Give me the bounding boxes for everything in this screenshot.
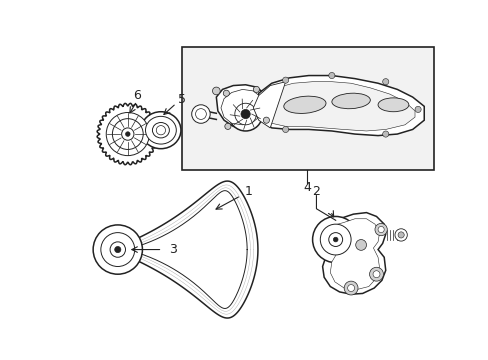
Polygon shape [322, 213, 385, 294]
Ellipse shape [283, 96, 325, 113]
Circle shape [374, 223, 386, 236]
Circle shape [195, 109, 206, 120]
Polygon shape [259, 82, 414, 131]
Circle shape [101, 233, 135, 266]
Circle shape [125, 132, 130, 136]
Bar [182, 47, 433, 170]
Circle shape [377, 226, 384, 233]
Circle shape [106, 112, 149, 156]
Circle shape [372, 271, 379, 278]
Circle shape [320, 224, 350, 255]
Ellipse shape [141, 112, 181, 149]
Polygon shape [221, 89, 264, 125]
Circle shape [328, 233, 342, 247]
Circle shape [212, 87, 220, 95]
Circle shape [191, 105, 210, 123]
Circle shape [93, 225, 142, 274]
Circle shape [344, 281, 357, 295]
Circle shape [333, 237, 337, 242]
Text: 4: 4 [303, 181, 310, 194]
Ellipse shape [152, 122, 169, 138]
Polygon shape [329, 219, 379, 289]
Text: 5: 5 [177, 93, 185, 106]
Circle shape [156, 126, 165, 135]
Circle shape [369, 267, 383, 281]
Circle shape [282, 126, 288, 132]
Circle shape [122, 128, 134, 140]
Circle shape [312, 216, 358, 263]
Circle shape [397, 232, 404, 238]
Text: 1: 1 [244, 185, 252, 198]
Circle shape [347, 285, 354, 292]
Circle shape [228, 97, 262, 131]
Circle shape [234, 103, 256, 125]
Polygon shape [253, 82, 285, 128]
Circle shape [115, 247, 121, 253]
Circle shape [112, 119, 143, 149]
Circle shape [282, 77, 288, 83]
Polygon shape [216, 85, 268, 128]
Circle shape [224, 123, 230, 130]
Ellipse shape [377, 98, 408, 112]
Text: 3: 3 [169, 243, 177, 256]
Circle shape [223, 90, 229, 96]
Circle shape [355, 239, 366, 250]
Text: 6: 6 [133, 89, 141, 102]
Circle shape [241, 109, 250, 119]
Circle shape [328, 72, 334, 78]
Polygon shape [119, 181, 257, 318]
Circle shape [382, 131, 388, 137]
Ellipse shape [331, 93, 369, 109]
Circle shape [253, 86, 259, 93]
Circle shape [263, 117, 269, 123]
Circle shape [414, 106, 420, 112]
Polygon shape [256, 76, 424, 136]
Circle shape [110, 242, 125, 257]
Text: 2: 2 [312, 185, 320, 198]
Circle shape [382, 78, 388, 85]
Polygon shape [97, 103, 158, 165]
Ellipse shape [145, 116, 176, 144]
Circle shape [394, 229, 407, 241]
